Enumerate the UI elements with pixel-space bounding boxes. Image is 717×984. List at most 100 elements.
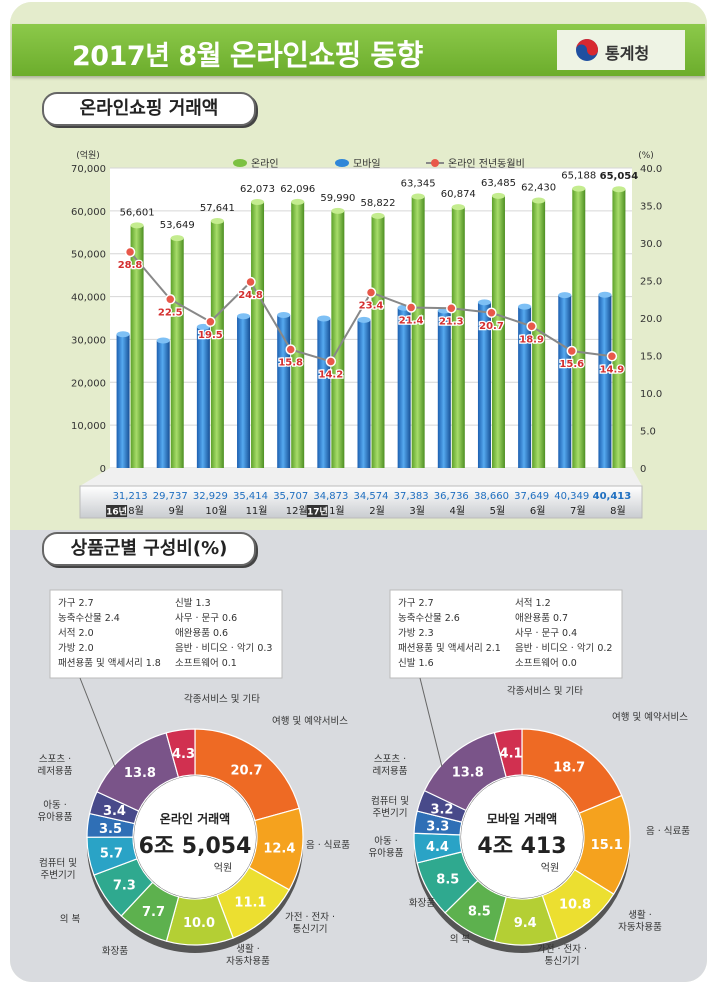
- y-tick-label: 40,000: [71, 293, 106, 304]
- slice-category-label: 가전 · 전자 ·: [285, 912, 335, 923]
- mobile-bar: [397, 307, 411, 468]
- yoy-point: [285, 344, 296, 355]
- slice-category-label: 생활 ·: [628, 909, 652, 921]
- slice-category-label: 아동 ·: [374, 836, 398, 847]
- slice-value-label: 18.7: [553, 760, 585, 775]
- slice-category-label: 음 · 식료품: [306, 840, 350, 851]
- x-tick-label: 11월: [246, 505, 268, 517]
- slice-category-label: 음 · 식료품: [646, 826, 690, 837]
- slice-category-label: 자동차용품: [226, 955, 270, 967]
- minor-item: 사무 · 문구 0.6: [175, 613, 237, 624]
- x-tick-label: 6월: [530, 505, 546, 517]
- mobile-bar: [558, 295, 572, 468]
- mobile-bar: [317, 318, 331, 468]
- y-tick-label: 70,000: [71, 164, 106, 175]
- yoy-point: [405, 302, 417, 313]
- minor-item: 가방 2.0: [58, 643, 94, 654]
- slice-value-label: 8.5: [436, 872, 459, 887]
- minor-item: 패션용품 및 액세서리 1.8: [58, 657, 161, 669]
- year-tag-label: 16년: [106, 506, 127, 518]
- y2-tick-label: 30.0: [640, 239, 662, 250]
- mobile-bar: [237, 316, 251, 468]
- minor-item: 농축수산물 2.6: [398, 613, 460, 624]
- year-tag-label: 17년: [307, 506, 328, 518]
- slice-value-label: 10.8: [559, 897, 591, 912]
- donut-center-value: 6조 5,054: [139, 834, 252, 859]
- slice-category-label: 유아용품: [38, 812, 73, 823]
- online-bar: [210, 220, 224, 468]
- slice-category-label: 컴퓨터 및: [371, 795, 409, 807]
- yoy-value-label: 22.5: [158, 307, 183, 318]
- slice-category-label: 의 복: [450, 934, 471, 945]
- yoy-value-label: 24.8: [238, 290, 263, 301]
- slice-category-label: 유아용품: [369, 848, 404, 859]
- mobile-bar: [277, 314, 291, 468]
- y-tick-label: 30,000: [71, 335, 106, 346]
- online-bar-cap: [451, 204, 465, 211]
- online-bar: [331, 210, 345, 468]
- online-bar: [170, 238, 184, 468]
- mobile-bar: [196, 326, 210, 468]
- legend-point-swatch: [431, 159, 439, 167]
- mobile-bar-cap: [156, 337, 170, 344]
- slice-value-label: 20.7: [230, 763, 262, 778]
- mobile-bar: [518, 306, 532, 468]
- x-tick-label: 12월: [286, 505, 308, 517]
- minor-item: 서적 1.2: [515, 597, 551, 609]
- mobile-value-label: 29,737: [153, 491, 188, 502]
- yoy-value-label: 21.3: [439, 316, 464, 327]
- slice-value-label: 3.2: [430, 802, 453, 817]
- slice-category-label: 여행 및 예약서비스: [612, 711, 688, 723]
- y-tick-label: 50,000: [71, 250, 106, 261]
- online-bar: [291, 201, 305, 469]
- mobile-bar: [357, 319, 371, 468]
- online-value-label: 65,054: [600, 171, 639, 182]
- mobile-bar-cap: [598, 291, 612, 298]
- yoy-value-label: 28.8: [118, 260, 143, 271]
- slice-value-label: 10.0: [183, 916, 215, 931]
- yoy-point: [486, 307, 497, 318]
- y-tick-label: 20,000: [71, 378, 106, 389]
- mobile-value-label: 37,383: [394, 491, 429, 502]
- y2-tick-label: 25.0: [640, 277, 662, 288]
- yoy-value-label: 18.9: [519, 334, 544, 345]
- online-bar-cap: [411, 193, 425, 200]
- y-tick-label: 10,000: [71, 421, 106, 432]
- donut-center-unit: 억원: [541, 862, 559, 874]
- section-title-sales: 온라인쇼핑 거래액: [42, 92, 256, 126]
- online-donut-chart: 20.7 12.4 11.1 10.0 7.7 7.3 5.7 3.5 3.4 13.8 4.3 온라…: [38, 589, 350, 967]
- legend-label: 온라인: [251, 158, 279, 170]
- slice-value-label: 13.8: [124, 766, 156, 781]
- mobile-bar-cap: [237, 313, 251, 320]
- mobile-value-label: 34,873: [313, 491, 348, 502]
- minor-item: 신발 1.3: [175, 598, 211, 609]
- yoy-value-label: 15.6: [559, 359, 584, 370]
- slice-value-label: 5.7: [100, 846, 123, 861]
- mobile-bar-cap: [477, 299, 491, 306]
- sales-bar-chart: 70,000 60,000 50,000 40,000 30,000 20,000 10,0…: [71, 149, 662, 519]
- donut-center-title: 온라인 거래액: [160, 811, 230, 826]
- donut-center-value: 4조 413: [477, 834, 566, 859]
- y2-tick-label: 40.0: [640, 164, 662, 175]
- online-bar-cap: [210, 217, 224, 224]
- y-tick-label: 0: [100, 464, 106, 475]
- donut-slice: [493, 728, 523, 778]
- online-bar: [572, 188, 586, 468]
- online-value-label: 65,188: [561, 171, 596, 182]
- minor-items-box: [49, 589, 283, 679]
- online-value-label: 58,822: [361, 198, 396, 209]
- slice-value-label: 4.3: [172, 747, 195, 762]
- mobile-bar: [477, 302, 491, 468]
- online-bar-cap: [291, 198, 305, 205]
- mobile-bar-cap: [116, 331, 130, 338]
- slice-value-label: 8.5: [468, 905, 491, 920]
- yoy-value-label: 20.7: [479, 321, 504, 332]
- mobile-value-label: 38,660: [474, 491, 509, 502]
- legend-label: 온라인 전년동월비: [448, 158, 525, 170]
- online-bar: [612, 189, 626, 468]
- x-tick-label: 9월: [168, 505, 184, 517]
- slice-category-label: 아동 ·: [43, 800, 67, 811]
- mobile-bar: [598, 294, 612, 468]
- slice-value-label: 15.1: [591, 838, 623, 853]
- online-value-label: 56,601: [120, 207, 155, 218]
